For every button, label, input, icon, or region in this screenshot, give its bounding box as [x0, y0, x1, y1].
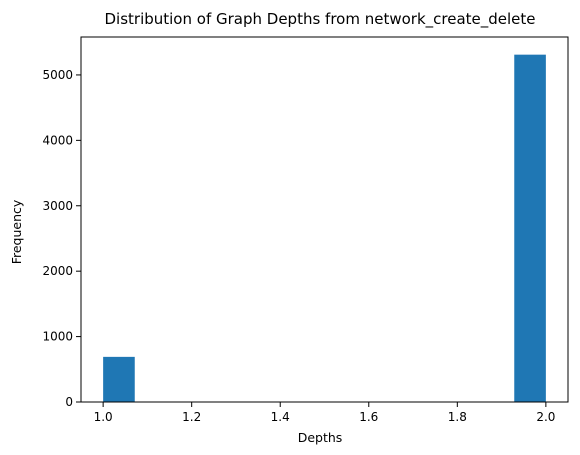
y-axis-ticks: 0 1000 2000 3000 4000 5000: [42, 68, 81, 409]
x-tick-label-2: 1.4: [271, 410, 290, 424]
x-tick-label-5: 2.0: [536, 410, 555, 424]
y-tick-label-4: 4000: [42, 133, 73, 147]
x-tick-label-0: 1.0: [94, 410, 113, 424]
y-tick-label-1: 1000: [42, 330, 73, 344]
plot-frame: [80, 36, 569, 403]
y-tick-label-3: 3000: [42, 199, 73, 213]
chart-title: Distribution of Graph Depths from networ…: [104, 10, 535, 29]
x-axis-ticks: 1.0 1.2 1.4 1.6 1.8 2.0: [94, 402, 555, 424]
histogram-bar-0: [103, 356, 135, 402]
x-tick-label-3: 1.6: [359, 410, 378, 424]
y-tick-label-0: 0: [65, 395, 73, 409]
x-axis-label: Depths: [298, 430, 343, 445]
y-tick-label-5: 5000: [42, 68, 73, 82]
bars-group: [103, 54, 546, 403]
y-tick-label-2: 2000: [42, 264, 73, 278]
y-axis-label: Frequency: [9, 199, 24, 264]
x-tick-label-4: 1.8: [448, 410, 467, 424]
x-tick-label-1: 1.2: [182, 410, 201, 424]
histogram-bar-1: [514, 54, 546, 403]
